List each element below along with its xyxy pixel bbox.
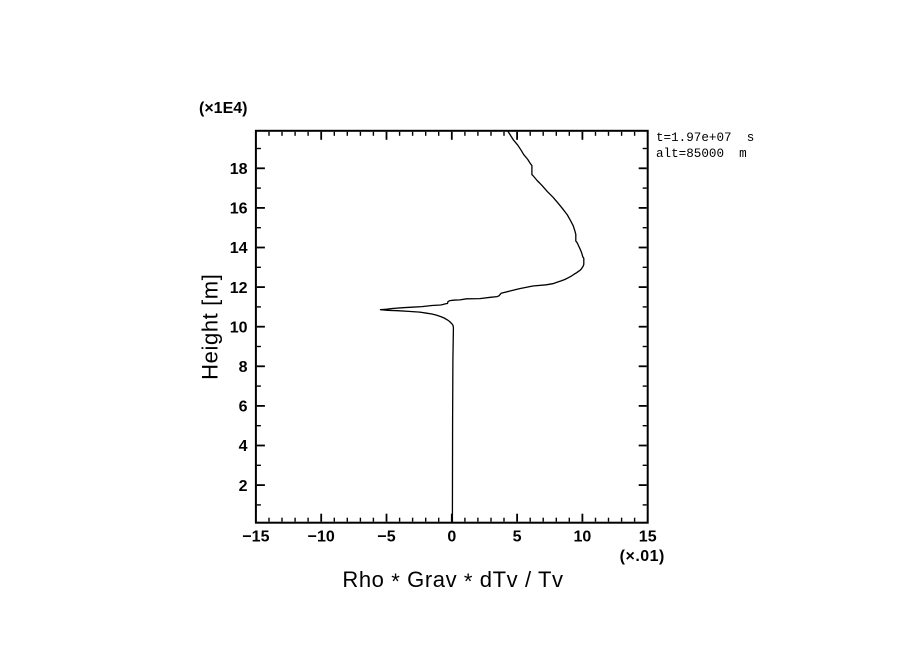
svg-text:−5: −5 xyxy=(377,529,395,546)
svg-text:Rho * Grav * dTv / Tv: Rho * Grav * dTv / Tv xyxy=(342,567,563,594)
svg-text:6: 6 xyxy=(239,399,248,416)
svg-text:−10: −10 xyxy=(308,529,335,546)
svg-text:(×.01): (×.01) xyxy=(620,548,665,565)
svg-text:5: 5 xyxy=(513,529,522,546)
svg-text:14: 14 xyxy=(230,240,248,257)
svg-text:0: 0 xyxy=(447,529,456,546)
svg-text:(×1E4): (×1E4) xyxy=(199,100,247,117)
svg-text:18: 18 xyxy=(230,161,248,178)
svg-text:Height [m]: Height [m] xyxy=(197,274,222,380)
svg-text:12: 12 xyxy=(230,280,248,297)
svg-text:15: 15 xyxy=(639,529,657,546)
svg-text:2: 2 xyxy=(239,478,248,495)
svg-text:8: 8 xyxy=(239,359,248,376)
svg-text:10: 10 xyxy=(230,319,248,336)
svg-text:10: 10 xyxy=(574,529,592,546)
svg-text:t=1.97e+07 s: t=1.97e+07 s xyxy=(656,131,754,145)
svg-text:4: 4 xyxy=(239,438,248,455)
svg-text:alt=85000 m: alt=85000 m xyxy=(656,147,747,161)
svg-text:16: 16 xyxy=(230,201,248,218)
svg-text:−15: −15 xyxy=(242,529,269,546)
